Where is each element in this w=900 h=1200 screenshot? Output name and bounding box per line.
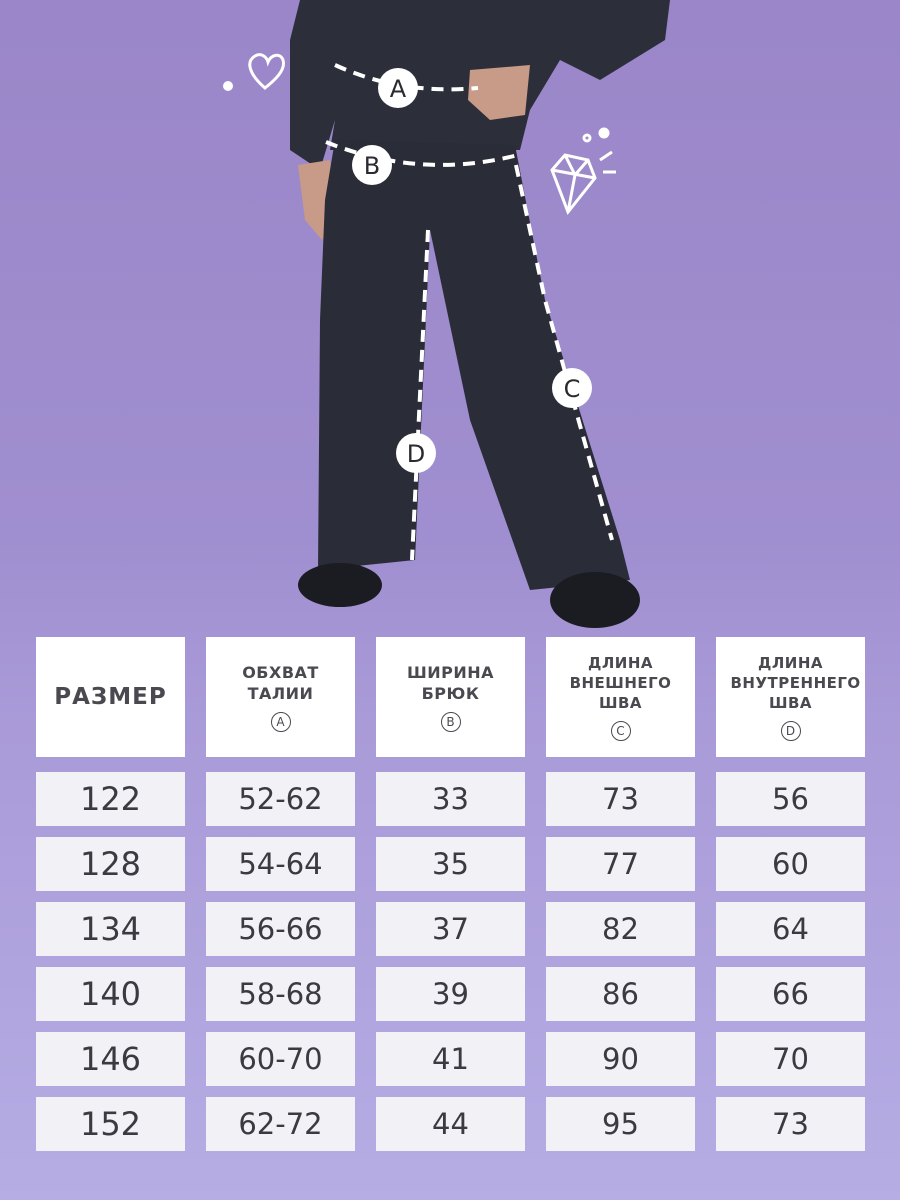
width-line-b <box>325 140 519 167</box>
marker-b: B <box>352 145 392 185</box>
marker-circle: C <box>610 721 631 741</box>
header-label: РАЗМЕР <box>54 683 167 710</box>
header-cell: ДЛИНА ВНУТРЕННЕГО ШВА D <box>716 637 865 757</box>
size-cell: 140 <box>36 967 185 1021</box>
header-label: ШИРИНА БРЮК <box>406 663 495 703</box>
value-cell: 60-70 <box>206 1032 355 1086</box>
value-cell: 56 <box>716 772 865 826</box>
inseam-line-d <box>410 229 430 561</box>
size-cell: 152 <box>36 1097 185 1151</box>
value-cell: 82 <box>546 902 695 956</box>
value-cell: 70 <box>716 1032 865 1086</box>
marker-c: C <box>552 368 592 408</box>
value-cell: 41 <box>376 1032 525 1086</box>
marker-circle: B <box>440 712 461 732</box>
value-cell: 64 <box>716 902 865 956</box>
header-cell: ДЛИНА ВНЕШНЕГО ШВА C <box>546 637 695 757</box>
marker-circle: D <box>780 721 801 741</box>
value-cell: 73 <box>546 772 695 826</box>
outseam-line-c <box>514 164 614 541</box>
trousers <box>318 140 630 590</box>
size-cell: 134 <box>36 902 185 956</box>
value-cell: 95 <box>546 1097 695 1151</box>
svg-text:C: C <box>564 375 581 403</box>
size-cell: 146 <box>36 1032 185 1086</box>
value-cell: 90 <box>546 1032 695 1086</box>
diamond-icon <box>550 127 616 215</box>
header-cell: ШИРИНА БРЮК B <box>376 637 525 757</box>
marker-d: D <box>396 433 436 473</box>
size-cell: 122 <box>36 772 185 826</box>
value-cell: 62-72 <box>206 1097 355 1151</box>
header-cell: ОБХВАТ ТАЛИИ A <box>206 637 355 757</box>
marker-circle: A <box>270 712 291 732</box>
svg-text:B: B <box>364 152 380 180</box>
svg-text:D: D <box>407 440 425 468</box>
value-cell: 39 <box>376 967 525 1021</box>
hand-right <box>468 65 530 120</box>
value-cell: 37 <box>376 902 525 956</box>
value-cell: 52-62 <box>206 772 355 826</box>
heart-icon <box>223 53 285 91</box>
svg-text:A: A <box>390 75 407 103</box>
shoe-left <box>298 563 382 607</box>
value-cell: 54-64 <box>206 837 355 891</box>
value-cell: 35 <box>376 837 525 891</box>
header-label: ОБХВАТ ТАЛИИ <box>242 663 319 703</box>
header-label: ДЛИНА ВНЕШНЕГО ШВА <box>569 654 672 712</box>
value-cell: 60 <box>716 837 865 891</box>
shoe-right <box>550 572 640 628</box>
size-cell: 128 <box>36 837 185 891</box>
marker-a: A <box>378 68 418 108</box>
value-cell: 58-68 <box>206 967 355 1021</box>
value-cell: 77 <box>546 837 695 891</box>
value-cell: 56-66 <box>206 902 355 956</box>
value-cell: 73 <box>716 1097 865 1151</box>
product-photo: A B C D <box>223 0 670 628</box>
value-cell: 33 <box>376 772 525 826</box>
value-cell: 86 <box>546 967 695 1021</box>
value-cell: 44 <box>376 1097 525 1151</box>
header-label: ДЛИНА ВНУТРЕННЕГО ШВА <box>730 654 861 712</box>
value-cell: 66 <box>716 967 865 1021</box>
header-cell: РАЗМЕР <box>36 637 185 757</box>
